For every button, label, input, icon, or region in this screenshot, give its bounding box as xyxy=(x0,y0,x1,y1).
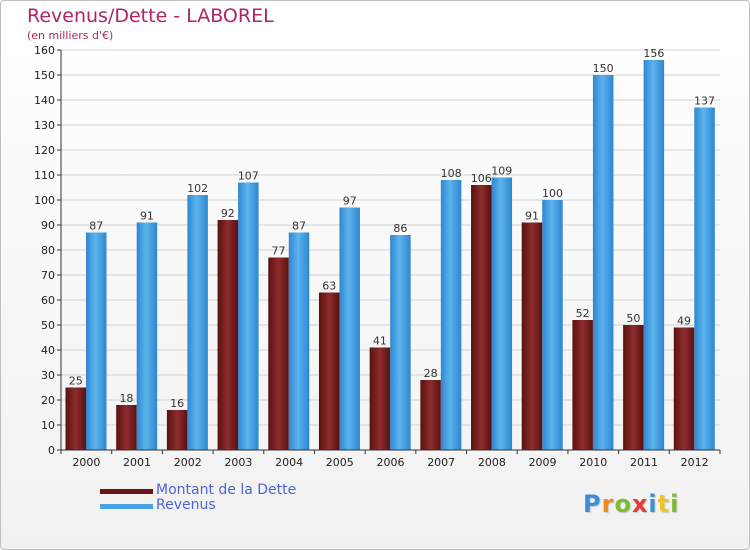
chart-subtitle: (en milliers d'€) xyxy=(27,29,114,42)
y-tick-label: 20 xyxy=(41,394,55,407)
value-label-revenus: 91 xyxy=(140,210,154,223)
x-tick-label: 2011 xyxy=(630,456,658,469)
y-tick-label: 160 xyxy=(34,44,55,57)
value-label-dette: 41 xyxy=(373,335,387,348)
value-label-revenus: 156 xyxy=(643,47,664,60)
x-tick-label: 2003 xyxy=(224,456,252,469)
value-label-revenus: 108 xyxy=(441,167,462,180)
y-tick-label: 90 xyxy=(41,219,55,232)
y-tick-label: 70 xyxy=(41,269,55,282)
value-label-revenus: 86 xyxy=(393,222,407,235)
value-label-dette: 25 xyxy=(69,375,83,388)
value-label-revenus: 97 xyxy=(343,195,357,208)
bar-revenus xyxy=(339,207,360,450)
value-labels: 25 18 16 92 77 63 41 28 106 91 52 50 49 87 91 102 107 87 9… xyxy=(69,47,715,410)
y-tick-label: 50 xyxy=(41,319,55,332)
bars xyxy=(65,60,715,450)
legend-label-dette: Montant de la Dette xyxy=(156,482,297,498)
value-label-dette: 77 xyxy=(272,245,286,258)
y-tick-label: 30 xyxy=(41,369,55,382)
value-label-revenus: 87 xyxy=(292,220,306,233)
x-tick-label: 2009 xyxy=(529,456,557,469)
bar-dette xyxy=(217,220,239,450)
x-tick-label: 2006 xyxy=(377,456,405,469)
legend-label-revenus: Revenus xyxy=(156,497,216,513)
bar-revenus xyxy=(440,180,462,450)
value-label-revenus: 107 xyxy=(238,170,259,183)
y-tick-label: 80 xyxy=(41,244,55,257)
x-tick-label: 2005 xyxy=(326,456,354,469)
y-tick-label: 130 xyxy=(34,119,55,132)
x-tick-label: 2000 xyxy=(72,456,100,469)
value-label-dette: 50 xyxy=(626,312,640,325)
bar-dette xyxy=(116,405,137,450)
x-tick-label: 2012 xyxy=(681,456,709,469)
bar-revenus xyxy=(542,200,563,450)
y-tick-label: 100 xyxy=(34,194,55,207)
bar-dette xyxy=(673,327,695,450)
bar-dette xyxy=(623,325,644,450)
bar-revenus xyxy=(390,235,411,450)
value-label-revenus: 109 xyxy=(491,165,512,178)
y-tick-label: 110 xyxy=(34,169,55,182)
y-tick-label: 140 xyxy=(34,94,55,107)
y-tick-label: 10 xyxy=(41,419,55,432)
y-tick-label: 0 xyxy=(48,444,55,457)
y-axis-labels: 0 10 20 30 40 50 60 70 80 90 100 110 120 130 140 150 160 xyxy=(34,44,55,457)
value-label-dette: 16 xyxy=(170,397,184,410)
bar-revenus xyxy=(288,232,310,450)
bar-revenus xyxy=(694,107,715,450)
x-tick-label: 2007 xyxy=(427,456,455,469)
bar-dette xyxy=(166,410,188,450)
value-label-revenus: 102 xyxy=(187,182,208,195)
y-tick-label: 40 xyxy=(41,344,55,357)
y-tick-label: 60 xyxy=(41,294,55,307)
y-tick-label: 150 xyxy=(34,69,55,82)
value-label-dette: 106 xyxy=(471,172,492,185)
bar-revenus xyxy=(136,222,158,450)
bar-dette xyxy=(420,380,441,450)
x-tick-label: 2004 xyxy=(275,456,303,469)
bar-dette xyxy=(268,257,289,450)
x-tick-label: 2001 xyxy=(123,456,151,469)
bar-dette xyxy=(65,387,86,450)
x-tick-label: 2008 xyxy=(478,456,506,469)
bar-revenus xyxy=(187,195,208,450)
bar-revenus xyxy=(86,232,107,450)
proxiti-logo: Proxiti xyxy=(583,490,680,518)
bar-revenus xyxy=(491,177,513,450)
chart-title: Revenus/Dette - LABOREL xyxy=(27,5,274,27)
value-label-dette: 63 xyxy=(322,280,336,293)
value-label-revenus: 100 xyxy=(542,187,563,200)
value-label-revenus: 137 xyxy=(694,95,715,108)
bar-dette xyxy=(572,320,593,450)
y-tick-label: 120 xyxy=(34,144,55,157)
legend-swatch-revenus xyxy=(100,504,153,509)
bar-dette xyxy=(521,222,543,450)
x-tick-label: 2002 xyxy=(174,456,202,469)
bar-revenus xyxy=(643,60,665,450)
bar-dette xyxy=(471,185,492,450)
value-label-dette: 91 xyxy=(525,210,539,223)
x-tick-label: 2010 xyxy=(579,456,607,469)
value-label-dette: 18 xyxy=(119,392,133,405)
value-label-dette: 52 xyxy=(576,307,590,320)
bar-dette xyxy=(318,292,340,450)
x-axis: 2000 2001 2002 2003 2004 2005 2006 2007 2008 2009… xyxy=(60,50,721,469)
value-label-revenus: 150 xyxy=(593,62,614,75)
value-label-revenus: 87 xyxy=(89,220,103,233)
value-label-dette: 28 xyxy=(424,367,438,380)
bar-revenus xyxy=(592,75,614,450)
value-label-dette: 49 xyxy=(677,315,691,328)
value-label-dette: 92 xyxy=(221,207,235,220)
bar-revenus xyxy=(238,182,259,450)
bar-dette xyxy=(369,347,391,450)
legend-swatch-dette xyxy=(100,489,153,494)
